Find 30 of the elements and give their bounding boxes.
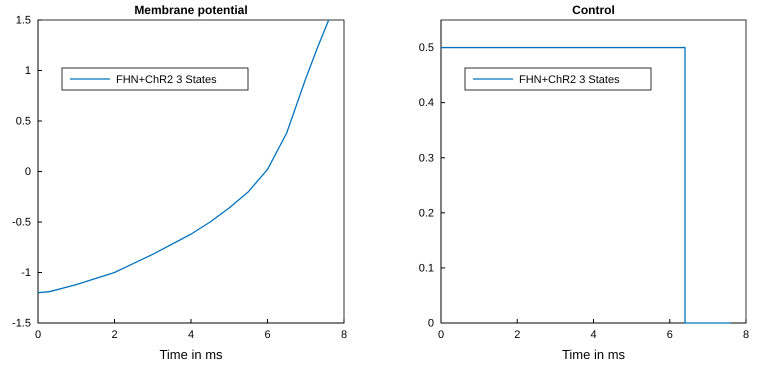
legend-label: FHN+ChR2 3 States <box>519 74 620 86</box>
x-tick-label: 0 <box>34 328 42 341</box>
x-tick-label: 0 <box>438 328 444 341</box>
x-tick-label: 4 <box>188 328 194 341</box>
y-tick-label: 0.2 <box>418 207 434 220</box>
y-tick-label: 0.5 <box>418 42 434 54</box>
y-tick-label: 1.5 <box>16 14 31 27</box>
chart-title: Control <box>572 3 615 17</box>
legend-label: FHN+ChR2 3 States <box>116 74 218 86</box>
x-axis-title: Time in ms <box>159 347 224 362</box>
x-axis-title: Time in ms <box>562 347 626 362</box>
y-tick-label: 0 <box>428 318 434 330</box>
x-tick-label: 6 <box>264 328 271 341</box>
y-tick-label: 0.3 <box>418 152 434 164</box>
y-tick-label: -1 <box>21 267 31 280</box>
x-tick-label: 2 <box>111 328 118 341</box>
chart-title: Membrane potential <box>134 3 248 17</box>
x-tick-label: 6 <box>666 328 673 341</box>
y-tick-label: 0 <box>24 166 31 178</box>
y-tick-label: -1.5 <box>12 318 31 330</box>
y-tick-label: 0.1 <box>418 262 434 274</box>
line-series <box>37 19 330 294</box>
y-tick-label: -0.5 <box>12 216 31 229</box>
y-tick-label: 0.5 <box>16 116 31 128</box>
y-tick-label: 0.4 <box>418 97 434 110</box>
y-tick-label: 1 <box>24 65 31 78</box>
x-tick-label: 4 <box>590 328 597 341</box>
x-tick-label: 8 <box>340 328 348 341</box>
x-tick-label: 8 <box>742 328 750 341</box>
x-tick-label: 2 <box>514 328 520 341</box>
